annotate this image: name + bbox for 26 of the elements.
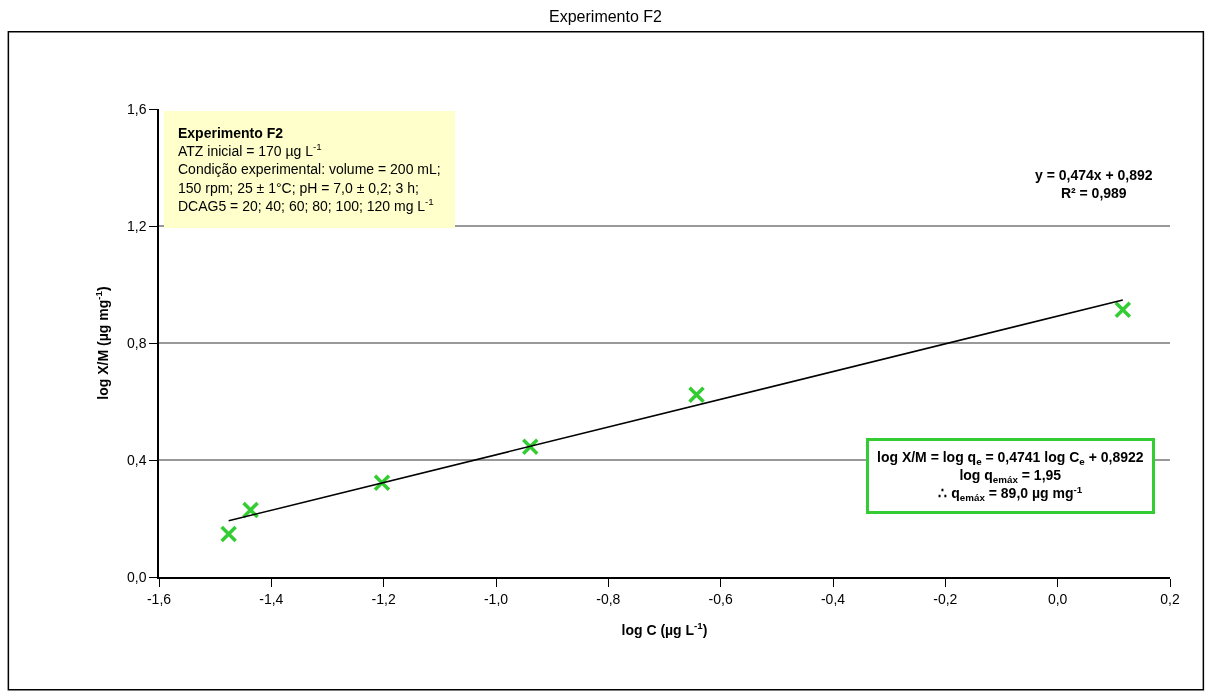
point xyxy=(219,525,238,543)
x-axis-title: log C (µg L$^{-1}$) xyxy=(621,620,708,639)
point xyxy=(687,386,706,404)
x-tick-label: -0,6 xyxy=(708,590,733,607)
point xyxy=(241,501,260,519)
x-tick-label: -1,6 xyxy=(146,590,172,607)
point xyxy=(1114,300,1132,319)
x-tick-label: -0,8 xyxy=(596,590,621,607)
y-tick-label: 0,8 xyxy=(126,334,147,351)
x-tick-label: -0,2 xyxy=(933,590,958,607)
point xyxy=(521,438,540,456)
y-tick-label: 0,0 xyxy=(126,568,147,585)
annotation: Experimento F2 ATZ inicial = 170 µg L$^{-1}$ Condição experimental: volume = 200 mL; 150 rpm; 25 ± 1°C; pH = 7,0 ± 0,2; 3 h; DCAG5 = 20; 40; 60; 80; 100; 120 mg L$^{-1}$ xyxy=(178,125,441,214)
y-tick-label: 1,6 xyxy=(126,100,147,117)
x-tick-label: 0,2 xyxy=(1160,590,1180,607)
chart-title: Experimento F2 xyxy=(549,7,663,25)
x-tick-label: -1,0 xyxy=(483,590,509,607)
annotation: y = 0,474x + 0,892 R² = 0,989 xyxy=(1035,167,1153,202)
y-tick-label: 0,4 xyxy=(126,451,147,468)
x-tick-label: -1,4 xyxy=(259,590,284,607)
x-tick-label: -1,2 xyxy=(371,590,396,607)
x-tick-label: -0,4 xyxy=(820,590,846,607)
point xyxy=(373,474,391,492)
y-tick-label: 1,2 xyxy=(126,217,147,234)
text: log X/M = log q$_{e}$ = 0,4741 log C$_{e}$ + 0,8922 log q$_{emáx}$ = 1,95 ∴ q$_{emáx}$ = 89,0 µg mg$^{-1}$ xyxy=(877,449,1144,504)
x-tick-label: 0,0 xyxy=(1047,590,1068,607)
